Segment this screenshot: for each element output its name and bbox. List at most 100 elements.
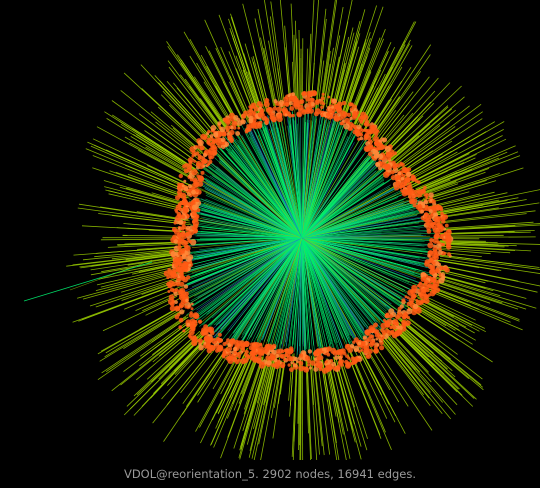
inner-edge: [193, 219, 303, 239]
graph-node: [359, 133, 364, 137]
outer-edge: [300, 363, 302, 460]
inner-edge: [267, 237, 303, 354]
inner-edge: [301, 237, 395, 321]
inner-edge: [301, 235, 427, 239]
inner-edge: [301, 182, 401, 239]
outer-edge: [81, 225, 184, 232]
inner-edge: [301, 237, 332, 351]
outer-edge: [325, 7, 344, 104]
outer-edge: [357, 348, 382, 396]
outer-edge: [284, 25, 292, 103]
outer-edge: [346, 75, 361, 114]
graph-node: [376, 146, 380, 150]
graph-node: [214, 344, 220, 349]
inner-edge: [301, 119, 308, 239]
graph-node: [180, 192, 187, 199]
inner-edge: [301, 237, 326, 347]
graph-node: [284, 351, 291, 358]
graph-node: [444, 267, 450, 273]
inner-edge: [272, 120, 303, 239]
outer-edge: [371, 54, 431, 139]
graph-node: [364, 134, 369, 139]
inner-edge: [301, 237, 426, 251]
graph-node: [430, 265, 435, 270]
graph-node: [305, 355, 311, 361]
outer-edge: [390, 320, 475, 399]
graph-node: [384, 320, 391, 328]
inner-edge: [241, 137, 303, 239]
graph-node: [177, 244, 182, 250]
outer-edge: [420, 168, 490, 195]
outer-edge: [92, 138, 194, 187]
inner-edge: [199, 209, 303, 239]
graph-node: [366, 354, 370, 358]
graph-node: [295, 102, 301, 108]
inner-edge: [213, 237, 303, 338]
inner-edge: [291, 111, 303, 239]
graph-node: [272, 106, 277, 111]
graph-node: [265, 355, 271, 361]
graph-node: [442, 214, 449, 220]
outer-edge: [391, 103, 482, 172]
graph-node: [419, 300, 424, 305]
outer-edge: [197, 350, 231, 403]
graph-node: [179, 214, 183, 218]
outer-edge: [97, 304, 186, 355]
outer-edge: [413, 151, 519, 194]
graph-node: [186, 233, 190, 237]
graph-node: [409, 300, 414, 305]
outer-edge: [133, 331, 203, 397]
graph-node: [298, 353, 304, 358]
graph-node: [428, 209, 433, 214]
inner-edge: [301, 237, 435, 267]
inner-edge: [230, 151, 303, 239]
outer-edge: [239, 357, 269, 460]
graph-node: [425, 204, 429, 208]
outer-edge: [439, 258, 540, 274]
graph-node: [201, 162, 205, 166]
outer-edge: [323, 47, 334, 109]
graph-node: [353, 348, 358, 353]
outer-edge: [253, 357, 272, 429]
outer-edge: [101, 314, 189, 374]
outer-edge: [104, 310, 181, 358]
outer-edge: [336, 41, 358, 112]
graph-node: [390, 175, 396, 181]
graph-node: [341, 114, 346, 119]
graph-node: [416, 180, 421, 184]
graph-node: [411, 309, 418, 316]
outer-edge: [385, 96, 465, 166]
outer-edge: [315, 8, 327, 110]
graph-node: [191, 204, 198, 211]
outer-edge: [111, 100, 201, 165]
inner-edge: [301, 237, 425, 289]
inner-edge: [206, 161, 303, 239]
outer-edge: [311, 355, 320, 455]
graph-node: [331, 361, 336, 367]
graph-node: [278, 348, 284, 354]
outer-edge: [232, 353, 254, 404]
graph-node: [444, 223, 449, 228]
graph-node: [269, 112, 275, 118]
graph-node: [182, 220, 186, 224]
graph-node: [441, 242, 445, 247]
outer-edge: [91, 253, 181, 267]
outer-edge: [270, 1, 286, 108]
outer-edge: [298, 360, 301, 451]
graph-node: [251, 353, 256, 358]
outer-edge: [426, 278, 519, 310]
outer-edge: [421, 298, 473, 326]
graph-node: [291, 113, 295, 118]
inner-edge: [287, 125, 303, 239]
outer-edge: [161, 338, 215, 400]
outer-edge: [233, 357, 264, 449]
inner-edge: [301, 237, 357, 338]
graph-node: [310, 360, 316, 366]
outer-edge: [436, 260, 480, 268]
inner-edge: [205, 193, 303, 239]
inner-edge: [301, 205, 416, 239]
inner-edge: [206, 237, 303, 315]
graph-node: [231, 120, 238, 127]
graph-node: [222, 350, 227, 355]
graph-node: [392, 319, 399, 325]
